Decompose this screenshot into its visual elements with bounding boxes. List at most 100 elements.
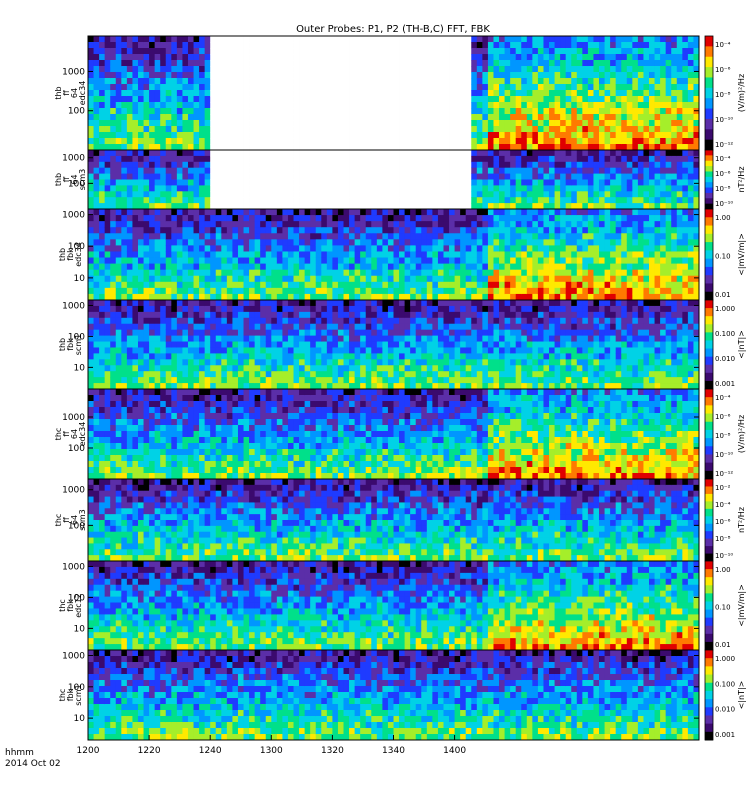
y-tick-label: 1000 xyxy=(62,301,85,311)
y-tick-label: 100 xyxy=(68,242,85,252)
y-tick-label: 1000 xyxy=(62,413,85,423)
panel-6: 100 1000 thc ff 64 scm3 10⁻² 10⁻⁴ 10⁻⁶ 10⁻⁸ 10⁻¹⁰ n… xyxy=(54,478,746,562)
colorbar-tick-label: 0.10 xyxy=(715,253,731,261)
colorbar-tick-label: 0.010 xyxy=(715,355,735,363)
x-tick-label: 1240 xyxy=(199,746,222,756)
colorbar-tick-label: 10⁻⁴ xyxy=(715,394,731,402)
colorbar-tick-label: 1.00 xyxy=(715,566,731,574)
colorbar-tick-label: 10⁻⁶ xyxy=(715,413,731,421)
colorbar-tick-label: 10⁻⁸ xyxy=(715,91,731,99)
colorbar: 1.00 0.10 0.01 <|mV/m|> xyxy=(704,208,746,301)
panel-5: 100 1000 thc ff 64 edc34 10⁻⁴ 10⁻⁶ 10⁻⁸ 10⁻¹⁰ 10⁻¹… xyxy=(54,388,746,480)
y-tick-label: 1000 xyxy=(62,211,85,221)
y-axis-label: scm1 xyxy=(74,684,83,705)
colorbar-label: <|nT|> xyxy=(737,681,746,710)
spectrogram-texture xyxy=(88,209,700,301)
y-axis-label: thb xyxy=(54,86,63,99)
y-tick-label: 100 xyxy=(68,444,85,454)
spectrogram-texture xyxy=(88,479,700,562)
colorbar-tick-label: 0.01 xyxy=(715,641,731,649)
colorbar: 10⁻⁴ 10⁻⁶ 10⁻⁸ 10⁻¹⁰ 10⁻¹² (V/m)²/Hz xyxy=(704,35,746,151)
y-axis-label: thc xyxy=(54,428,63,441)
y-axis-label: ff xyxy=(62,176,71,182)
colorbar-tick-label: 0.01 xyxy=(715,291,731,299)
colorbar-tick-label: 10⁻¹⁰ xyxy=(715,116,733,124)
y-axis-label: 64 xyxy=(70,174,79,184)
y-axis-label: thb xyxy=(54,173,63,186)
colorbar-label: <|mV/m|> xyxy=(737,584,746,627)
colorbar-tick-label: 0.100 xyxy=(715,330,735,338)
y-axis-label: fbk xyxy=(66,338,75,351)
colorbar: 1.000 0.100 0.010 0.001 <|nT|> xyxy=(704,649,746,741)
colorbar-label: nT²/Hz xyxy=(737,507,746,533)
colorbar: 10⁻⁴ 10⁻⁶ 10⁻⁸ 10⁻¹⁰ nT²/Hz xyxy=(704,149,746,210)
y-axis-label: edc12 xyxy=(74,593,83,618)
y-tick-label: 100 xyxy=(68,107,85,117)
colorbar-tick-label: 0.10 xyxy=(715,604,731,612)
colorbar-tick-label: 10⁻⁶ xyxy=(715,66,731,74)
y-axis-label: thc xyxy=(54,514,63,527)
x-tick-label: 1220 xyxy=(138,746,161,756)
chart-title: Outer Probes: P1, P2 (TH-B,C) FFT, FBK xyxy=(296,24,490,35)
y-axis-label: ff xyxy=(62,431,71,437)
colorbar-tick-label: 10⁻⁴ xyxy=(715,501,731,509)
colorbar-tick-label: 10⁻⁶ xyxy=(715,518,731,526)
colorbar-tick-label: 10⁻⁴ xyxy=(715,41,731,49)
y-axis-label: ff xyxy=(62,517,71,523)
y-axis-label: thb xyxy=(58,248,67,261)
x-date-label: 2014 Oct 02 xyxy=(5,759,61,769)
colorbar-tick-label: 0.001 xyxy=(715,731,735,739)
y-axis-label: edc34 xyxy=(74,242,83,267)
colorbar-label: <|mV/m|> xyxy=(737,233,746,276)
x-tick-label: 1200 xyxy=(77,746,100,756)
y-axis-label: fbk xyxy=(66,599,75,612)
y-tick-label: 100 xyxy=(68,593,85,603)
spectrogram-texture xyxy=(88,650,700,741)
y-tick-label: 100 xyxy=(68,332,85,342)
colorbar-tick-label: 1.000 xyxy=(715,305,735,313)
x-unit-label: hhmm xyxy=(5,748,34,758)
colorbar-tick-label: 10⁻⁸ xyxy=(715,535,731,543)
colorbar: 10⁻² 10⁻⁴ 10⁻⁶ 10⁻⁸ 10⁻¹⁰ nT²/Hz xyxy=(704,478,746,562)
panel-4: 10 100 1000 thb fbk scm1 1.000 0.100 0.010 0.001 <… xyxy=(58,299,746,390)
x-axis: 1200 1220 1240 1300 1320 1340 1400 xyxy=(77,735,466,756)
colorbar-tick-label: 10⁻⁴ xyxy=(715,155,731,163)
colorbar-tick-label: 10⁻⁸ xyxy=(715,185,731,193)
colorbar-tick-label: 1.000 xyxy=(715,655,735,663)
y-axis-label: 64 xyxy=(70,515,79,525)
colorbar-label: (V/m)²/Hz xyxy=(737,415,746,453)
x-tick-label: 1340 xyxy=(382,746,405,756)
colorbar-tick-label: 10⁻¹² xyxy=(715,141,733,149)
y-axis-label: scm1 xyxy=(74,334,83,355)
colorbar-label: <|nT|> xyxy=(737,330,746,359)
spectrogram-texture xyxy=(88,36,700,151)
y-axis-label: scm3 xyxy=(78,169,87,190)
colorbar-label: nT²/Hz xyxy=(737,166,746,192)
spectrogram-texture xyxy=(88,150,700,210)
y-tick-label: 10 xyxy=(74,714,86,724)
y-tick-label: 100 xyxy=(68,683,85,693)
y-tick-label: 100 xyxy=(68,179,85,189)
spectrogram-texture xyxy=(88,561,700,651)
y-axis-label: fbk xyxy=(66,688,75,701)
y-tick-label: 1000 xyxy=(62,562,85,572)
colorbar-tick-label: 10⁻⁸ xyxy=(715,432,731,440)
panel-1: 100 1000 thb ff 64 edc34 10⁻⁴ 10⁻⁶ 10⁻⁸ 10⁻¹⁰ 10⁻¹… xyxy=(54,35,746,151)
y-axis-label: edc34 xyxy=(78,422,87,447)
x-tick-label: 1300 xyxy=(260,746,283,756)
colorbar-tick-label: 0.010 xyxy=(715,706,735,714)
colorbar-tick-label: 0.100 xyxy=(715,680,735,688)
y-tick-label: 10 xyxy=(74,274,86,284)
panel-3: 10 100 1000 thb fbk edc34 1.00 0.10 0.01 <|mV/m|> xyxy=(58,208,746,301)
colorbar-tick-label: 10⁻¹⁰ xyxy=(715,552,733,560)
spectrogram-texture xyxy=(88,389,700,480)
colorbar-label: (V/m)²/Hz xyxy=(737,74,746,112)
y-axis-label: ff xyxy=(62,90,71,96)
y-tick-label: 1000 xyxy=(62,652,85,662)
colorbar: 1.000 0.100 0.010 0.001 <|nT|> xyxy=(704,299,746,390)
spectrogram-texture xyxy=(88,300,700,390)
x-tick-label: 1400 xyxy=(443,746,466,756)
y-axis-label: thc xyxy=(58,689,67,702)
